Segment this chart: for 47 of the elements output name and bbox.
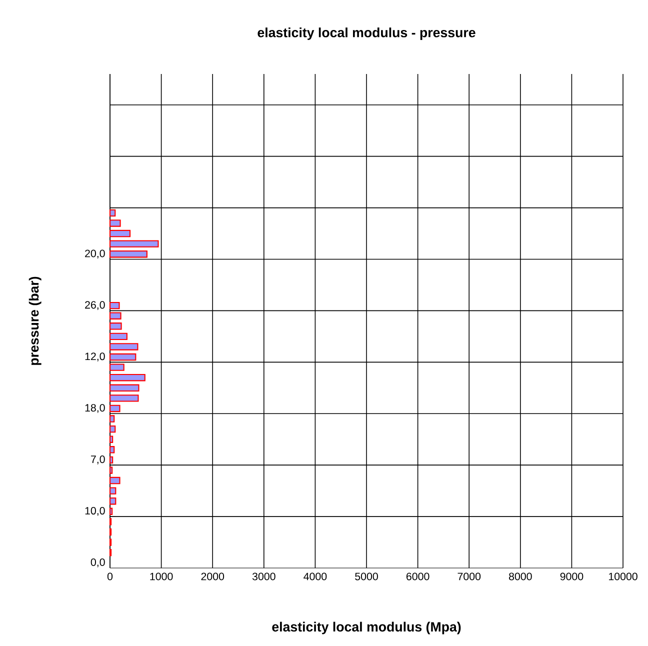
bar <box>109 394 139 402</box>
bar <box>109 240 159 248</box>
bar <box>109 436 114 443</box>
x-tick-label: 10000 <box>608 572 638 580</box>
bar <box>109 446 115 454</box>
bar <box>109 487 116 494</box>
bar <box>109 250 148 258</box>
x-tick-label: 2000 <box>201 572 224 580</box>
bar <box>109 332 128 340</box>
bar <box>109 302 120 310</box>
x-tick-label: 6000 <box>406 572 430 580</box>
bar <box>109 343 138 350</box>
x-tick-label: 0 <box>107 572 113 580</box>
x-tick-label: 5000 <box>355 572 378 580</box>
bar <box>109 353 136 361</box>
x-tick-label: 1000 <box>150 572 173 580</box>
bar <box>109 364 124 371</box>
bar <box>109 466 113 474</box>
bar <box>109 220 121 227</box>
chart-title: elasticity local modulus - pressure <box>258 28 476 40</box>
bar <box>109 508 113 516</box>
bar <box>109 415 115 422</box>
x-axis-title: elasticity local modulus (Mpa) <box>272 622 461 634</box>
bar <box>109 374 146 382</box>
y-tick-label: 7,0 <box>91 456 105 464</box>
x-tick-label: 8000 <box>509 572 532 580</box>
y-tick-label: 10,0 <box>85 506 105 516</box>
x-tick-label: 3000 <box>252 572 276 580</box>
bar <box>109 456 114 464</box>
bar <box>109 497 116 505</box>
bar <box>109 384 140 392</box>
bar <box>109 425 116 433</box>
bar <box>109 404 120 412</box>
x-tick-label: 9000 <box>560 572 584 580</box>
x-tick-label: 4000 <box>304 572 327 580</box>
y-tick-label: 20,0 <box>85 250 105 259</box>
y-tick-label: 0,0 <box>90 558 105 568</box>
bar <box>109 476 120 484</box>
bar <box>109 312 122 320</box>
bar <box>109 322 122 330</box>
y-axis-title: pressure (bar) <box>28 276 42 365</box>
x-tick-label: 7000 <box>458 572 481 580</box>
y-tick-label: 18,0 <box>85 404 105 413</box>
y-tick-label: 26,0 <box>85 301 105 310</box>
y-tick-label: 12,0 <box>85 352 105 362</box>
bar <box>109 209 116 217</box>
bar <box>109 230 131 238</box>
